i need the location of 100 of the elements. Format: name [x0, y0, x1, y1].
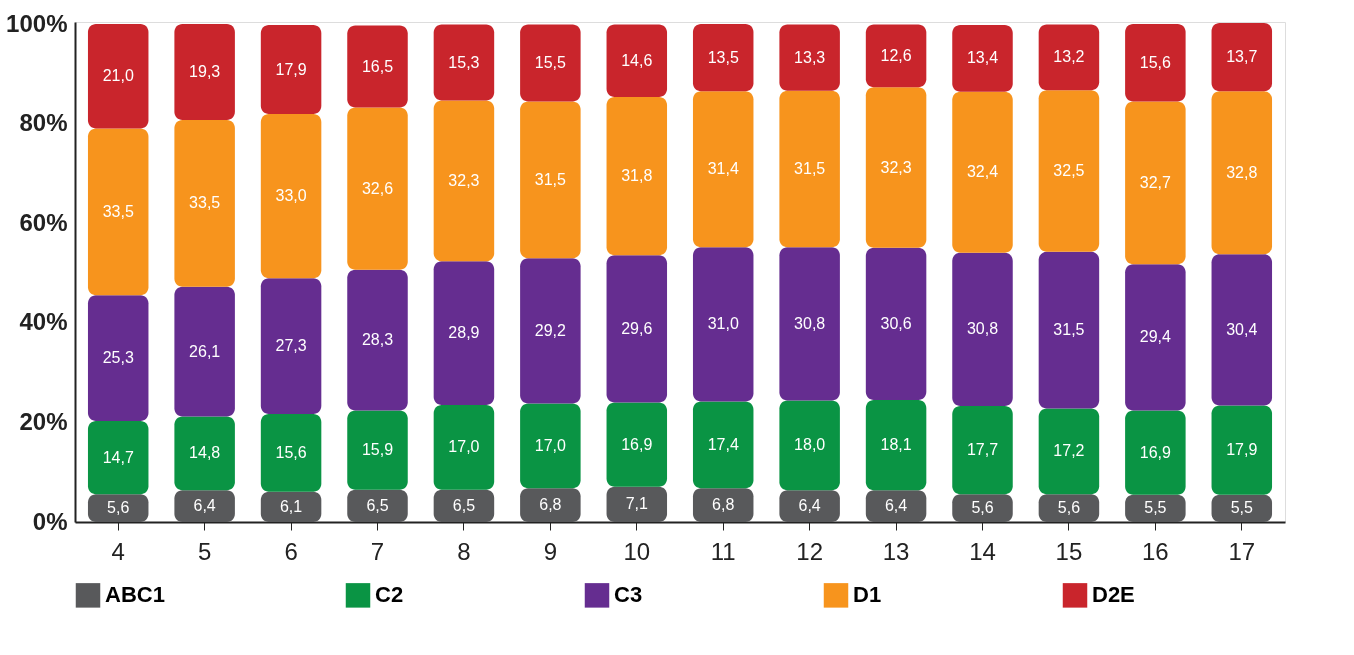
x-tick-label: 10 [623, 537, 651, 565]
data-label: 7,1 [625, 495, 648, 513]
data-label: 5,5 [1230, 499, 1253, 517]
bar [692, 23, 754, 92]
bar [1211, 23, 1273, 92]
x-tick-label: 4 [111, 537, 125, 565]
bar [347, 489, 408, 522]
data-label: 28,3 [361, 331, 394, 349]
bar [520, 24, 581, 102]
data-label: 26,1 [189, 342, 221, 360]
x-tick-label: 7 [370, 537, 385, 565]
data-label: 33,5 [189, 194, 221, 212]
x-tick-label: 8 [457, 537, 471, 565]
data-label: 18,1 [880, 436, 912, 454]
bar [779, 90, 840, 248]
bar [433, 24, 495, 101]
bar [87, 295, 149, 421]
bar [779, 247, 840, 401]
bar [692, 488, 754, 522]
data-label: 14,7 [102, 448, 134, 466]
bar [1125, 410, 1186, 495]
data-label: 5,5 [1144, 499, 1167, 517]
data-label: 31,5 [1053, 321, 1085, 339]
data-label: 15,5 [534, 54, 567, 72]
data-label: 31,4 [707, 160, 739, 178]
bar [606, 97, 668, 256]
bar [1038, 494, 1100, 522]
bar [865, 247, 927, 401]
bar [1125, 494, 1186, 522]
data-label: 29,2 [534, 321, 567, 339]
bar [260, 414, 322, 492]
bar [606, 255, 668, 403]
y-tick-label: 0% [32, 507, 68, 535]
bar [952, 494, 1013, 522]
x-tick-label: 9 [543, 537, 558, 565]
bar [1125, 23, 1186, 102]
data-label: 30,4 [1226, 320, 1258, 338]
bar [692, 247, 754, 402]
data-label: 17,9 [275, 60, 307, 78]
bar [1211, 494, 1273, 522]
data-label: 17,0 [534, 436, 567, 454]
bar [87, 421, 149, 495]
bar [952, 24, 1013, 92]
bar [606, 24, 668, 98]
data-label: 16,9 [621, 435, 653, 453]
bar [433, 489, 495, 522]
data-label: 17,0 [448, 438, 480, 456]
data-label: 17,9 [1226, 441, 1258, 459]
data-label: 30,6 [880, 314, 912, 332]
bar [865, 400, 927, 491]
y-tick-label: 20% [19, 408, 68, 435]
bar [347, 25, 408, 108]
bar [520, 258, 581, 404]
data-label: 13,2 [1053, 48, 1085, 66]
data-label: 14,6 [621, 51, 653, 69]
bar [1125, 264, 1186, 411]
bar [433, 261, 495, 406]
data-label: 15,6 [275, 443, 307, 461]
bar [606, 486, 668, 522]
x-tick-label: 5 [197, 537, 212, 565]
data-label: 15,6 [1139, 53, 1172, 71]
data-label: 13,5 [707, 48, 739, 66]
bar [174, 490, 235, 522]
data-label: 31,5 [534, 170, 567, 188]
data-label: 6,5 [452, 496, 476, 514]
bar [1038, 251, 1100, 409]
legend-label: ABC1 [105, 582, 165, 608]
bar [260, 491, 322, 522]
bar [1211, 254, 1273, 406]
x-tick-label: 15 [1055, 537, 1083, 565]
bar [87, 23, 149, 129]
y-tick-label: 40% [19, 308, 68, 336]
bar [174, 23, 235, 121]
data-label: 32,5 [1053, 162, 1085, 179]
bar [87, 128, 149, 296]
y-tick-label: 80% [19, 109, 68, 137]
data-label: 13,7 [1226, 48, 1258, 66]
bar [347, 107, 408, 270]
data-label: 25,3 [102, 349, 134, 367]
data-label: 6,1 [279, 497, 303, 515]
data-label: 29,6 [621, 319, 653, 337]
bar [260, 278, 322, 415]
data-label: 19,3 [189, 63, 221, 80]
x-tick-label: 13 [882, 537, 910, 565]
bar [779, 490, 840, 522]
data-label: 6,4 [193, 497, 216, 515]
data-label: 5,6 [1057, 499, 1081, 517]
legend-label: C3 [614, 582, 643, 608]
bar [174, 416, 235, 491]
bar [779, 24, 840, 91]
y-tick-label: 100% [6, 9, 68, 37]
bar [606, 402, 668, 487]
data-label: 30,8 [794, 314, 826, 332]
bar [1038, 90, 1100, 252]
bar [347, 269, 408, 411]
data-label: 29,4 [1139, 328, 1172, 346]
bar [347, 410, 408, 490]
bar [1211, 405, 1273, 495]
bar [865, 87, 927, 248]
bar [952, 91, 1013, 253]
